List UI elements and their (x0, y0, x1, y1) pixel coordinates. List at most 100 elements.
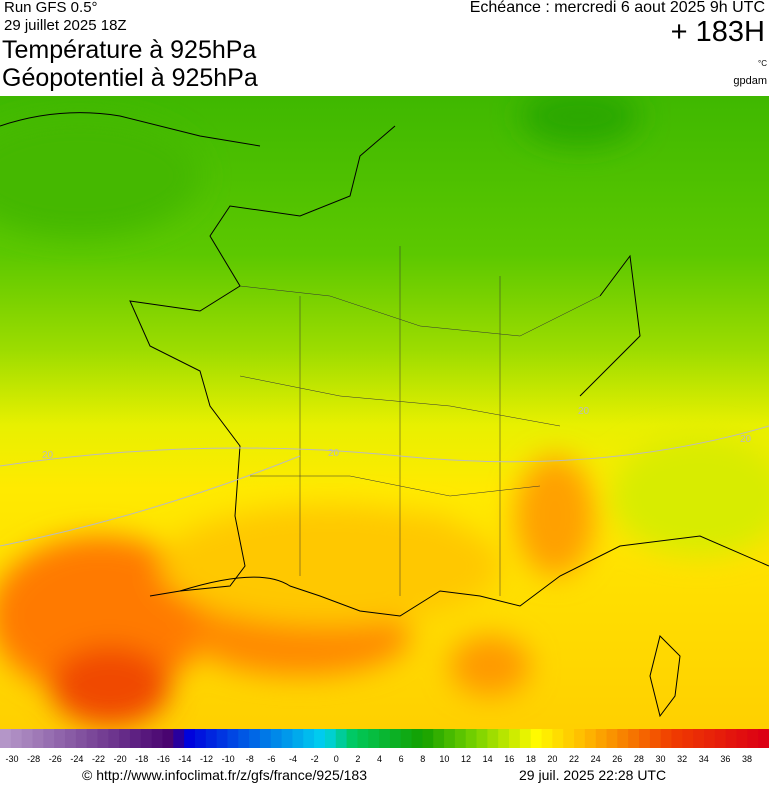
color-swatch (238, 729, 250, 748)
color-swatch (303, 729, 315, 748)
color-swatch (346, 729, 358, 748)
colorbar-label: 4 (377, 754, 382, 764)
colorbar-label: -6 (267, 754, 275, 764)
color-swatch (649, 729, 662, 748)
color-swatch (194, 729, 207, 748)
color-swatch (704, 729, 716, 748)
color-swatch (21, 729, 33, 748)
colorbar-label: -20 (114, 754, 127, 764)
contour-label: 20 (740, 434, 752, 445)
color-swatch (54, 729, 66, 748)
color-swatch (476, 729, 488, 748)
colorbar-label: 2 (355, 754, 360, 764)
colorbar-label: 20 (547, 754, 557, 764)
colorbar-label: -8 (246, 754, 254, 764)
color-swatch (357, 729, 369, 748)
colorbar-label: 16 (504, 754, 514, 764)
color-swatch (595, 729, 608, 748)
valid-time: Echéance : mercredi 6 aout 2025 9h UTC (469, 0, 765, 16)
color-swatch (444, 729, 456, 748)
colorbar-label: 18 (526, 754, 536, 764)
color-swatch (736, 729, 748, 748)
colorbar-label: 10 (439, 754, 449, 764)
color-swatch (725, 729, 738, 748)
colorbar-label: 6 (399, 754, 404, 764)
color-swatch (108, 729, 120, 748)
color-swatch (10, 729, 23, 748)
color-swatch (249, 729, 261, 748)
unit: gpdam (733, 75, 767, 87)
colorbar-label: -26 (49, 754, 62, 764)
color-swatch (140, 729, 153, 748)
color-swatch (205, 729, 218, 748)
color-swatch (454, 729, 467, 748)
colorbar-label: -10 (222, 754, 235, 764)
colorbar-label: 34 (699, 754, 709, 764)
color-swatch (379, 729, 391, 748)
color-swatch (400, 729, 413, 748)
color-swatch (324, 729, 337, 748)
map: 20 20 20 20 (0, 96, 769, 729)
colorbar-label: -14 (178, 754, 191, 764)
color-swatch (75, 729, 88, 748)
color-swatch (422, 729, 434, 748)
color-swatch (660, 729, 673, 748)
colorbar-label: 0 (334, 754, 339, 764)
color-swatch (693, 729, 705, 748)
color-swatch (119, 729, 131, 748)
unit: °C (758, 59, 767, 68)
colorbar-label: 8 (420, 754, 425, 764)
color-swatch (216, 729, 228, 748)
color-swatch (617, 729, 629, 748)
color-swatch (259, 729, 272, 748)
color-swatch (314, 729, 326, 748)
color-swatch (682, 729, 694, 748)
color-swatch (281, 729, 293, 748)
title: Température à 925hPa (2, 36, 257, 64)
contour-label: 20 (328, 448, 340, 459)
color-swatch (184, 729, 196, 748)
color-swatch (64, 729, 77, 748)
colorbar-label: 14 (483, 754, 493, 764)
colorbar-label: 36 (720, 754, 730, 764)
color-swatch (465, 729, 478, 748)
color-swatch (411, 729, 423, 748)
color-swatch (541, 729, 553, 748)
run-date: 29 juillet 2025 18Z (4, 17, 127, 34)
color-swatch (584, 729, 597, 748)
color-swatch (335, 729, 348, 748)
color-swatch (747, 729, 759, 748)
color-swatch (628, 729, 640, 748)
contour-label: 20 (42, 450, 54, 461)
contours (0, 425, 769, 547)
color-swatch (714, 729, 727, 748)
colorbar-label: 28 (634, 754, 644, 764)
color-swatch (368, 729, 380, 748)
colorbar: -30 -28 -26 -24 -22 -20 -18 -16 -14 -12 -10 -8 -6 -4-… (0, 729, 769, 764)
color-swatch (173, 729, 185, 748)
lead-time: + 183H (670, 16, 765, 48)
color-swatch (0, 729, 12, 748)
colorbar-label: 22 (569, 754, 579, 764)
color-swatch (519, 729, 532, 748)
color-swatch (162, 729, 174, 748)
color-swatch (151, 729, 163, 748)
field-patches (0, 96, 769, 726)
footer-date: 29 juil. 2025 22:28 UTC (519, 767, 667, 783)
footer-url: © http://www.infoclimat.fr/z/gfs/france/… (82, 767, 367, 783)
borders (239, 246, 601, 596)
colorbar-label: 26 (612, 754, 622, 764)
color-swatch (487, 729, 499, 748)
coastlines (0, 112, 769, 718)
colorbar-label: -12 (200, 754, 213, 764)
colorbar-label: 38 (742, 754, 752, 764)
color-swatch (606, 729, 618, 748)
color-swatch (32, 729, 44, 748)
colorbar-label: -2 (311, 754, 319, 764)
color-swatch (530, 729, 543, 748)
color-swatch (758, 729, 769, 748)
color-swatch (86, 729, 98, 748)
color-swatch (509, 729, 521, 748)
colorbar-label: -18 (135, 754, 148, 764)
